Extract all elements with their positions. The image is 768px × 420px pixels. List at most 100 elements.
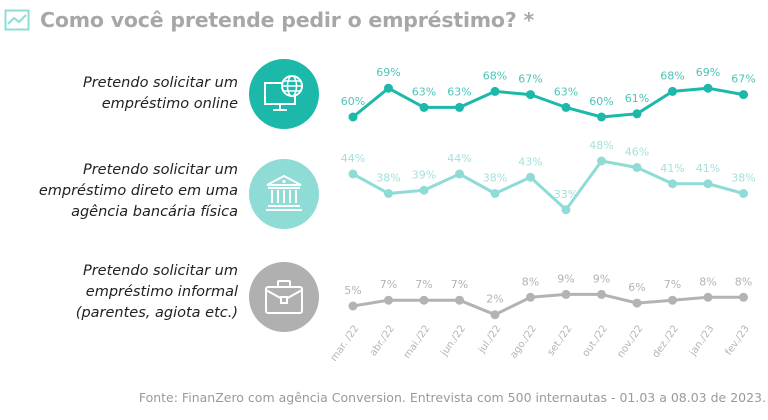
row-label-line: empréstimo informal [85,284,238,300]
bank-building-icon [249,159,319,229]
data-label-informal: 7% [664,278,681,291]
data-label-informal: 5% [344,284,361,297]
data-label-online: 60% [589,95,613,108]
data-point-online [703,83,713,93]
x-tick-label: set./22 [546,323,575,358]
data-point-online [632,109,642,119]
series-line-bank [352,159,744,212]
row-label-bank: Pretendo solicitar um empréstimo direto … [39,160,238,223]
data-point-bank [703,179,713,189]
data-point-bank [526,172,535,182]
data-label-online: 63% [447,85,471,98]
computer-globe-icon [249,59,319,129]
data-point-online [384,83,393,93]
data-point-online [419,102,429,112]
data-point-informal [561,289,571,299]
data-label-informal: 7% [451,278,468,291]
row-label-line: empréstimo online [101,96,238,112]
data-point-online [490,86,500,96]
data-label-bank: 44% [341,152,365,165]
series-line-online [352,86,744,119]
row-label-line: Pretendo solicitar um [82,75,238,91]
x-tick-label: out./22 [580,323,609,359]
data-point-bank [384,189,393,198]
data-point-informal [455,295,464,305]
row-label-line: Pretendo solicitar um [82,162,238,178]
chart-title: Como você pretende pedir o empréstimo? * [40,8,534,32]
data-label-informal: 9% [557,272,574,285]
data-label-informal: 6% [628,281,645,294]
data-label-online: 63% [554,85,578,98]
row-label-online: Pretendo solicitar um empréstimo online [83,73,238,115]
data-point-bank [668,179,677,189]
data-label-online: 60% [341,95,365,108]
x-tick-label: jun./22 [438,323,468,359]
data-label-bank: 41% [696,162,720,175]
data-point-online [526,90,535,100]
series-line-informal [352,292,744,317]
data-point-online [668,86,677,96]
data-point-informal [419,295,429,305]
data-point-bank [739,189,748,198]
data-point-online [561,102,571,112]
x-tick-label: jul./22 [476,323,503,356]
data-point-informal [632,298,642,308]
data-point-informal [490,310,500,320]
data-point-informal [597,289,606,299]
data-label-bank: 33% [554,188,578,201]
data-label-bank: 39% [412,168,436,181]
data-point-bank [348,169,358,179]
trend-chart-icon [4,9,30,31]
data-label-bank: 38% [376,172,400,185]
data-point-bank [455,169,464,179]
data-label-online: 68% [483,69,507,82]
data-point-bank [561,205,571,215]
x-tick-label: fev./23 [723,323,752,357]
data-label-bank: 38% [731,172,755,185]
data-label-bank: 38% [483,172,507,185]
data-label-online: 69% [376,66,400,79]
data-point-bank [419,185,429,195]
x-tick-label: mai./22 [402,323,433,360]
data-label-bank: 46% [625,146,649,159]
source-note: Fonte: FinanZero com agência Conversion.… [138,390,766,405]
data-point-informal [384,295,393,305]
data-label-bank: 48% [589,139,613,152]
data-label-online: 67% [518,73,542,86]
row-label-line: (parentes, agiota etc.) [75,305,238,321]
data-label-informal: 8% [699,275,716,288]
data-point-bank [632,163,642,172]
x-tick-label: nov./22 [615,323,645,360]
data-point-informal [526,292,535,302]
data-label-online: 68% [660,69,684,82]
x-tick-label: dez./22 [651,323,681,360]
row-label-line: Pretendo solicitar um [82,263,238,279]
row-label-line: empréstimo direto em uma [38,183,238,199]
data-label-informal: 2% [486,293,503,306]
chart-header: Como você pretende pedir o empréstimo? * [4,4,534,36]
data-point-informal [348,301,358,311]
data-point-online [739,90,748,100]
data-point-informal [668,295,677,305]
x-tick-label: ago./22 [508,323,539,360]
data-label-bank: 41% [660,162,684,175]
data-label-bank: 43% [518,155,542,168]
row-label-informal: Pretendo solicitar um empréstimo informa… [76,261,238,324]
x-tick-label: jan./23 [687,323,716,358]
data-label-online: 61% [625,92,649,105]
data-point-online [597,112,606,122]
data-point-bank [597,156,606,166]
data-label-informal: 7% [380,278,397,291]
data-label-informal: 7% [415,278,432,291]
data-point-informal [739,292,748,302]
x-tick-label: mar. /22 [329,323,362,363]
data-label-bank: 44% [447,152,471,165]
data-point-online [455,102,464,112]
data-label-online: 67% [731,73,755,86]
data-point-informal [703,292,713,302]
data-point-bank [490,189,500,198]
x-tick-label: abr./22 [368,323,397,358]
data-label-informal: 9% [593,272,610,285]
briefcase-icon [249,262,319,332]
